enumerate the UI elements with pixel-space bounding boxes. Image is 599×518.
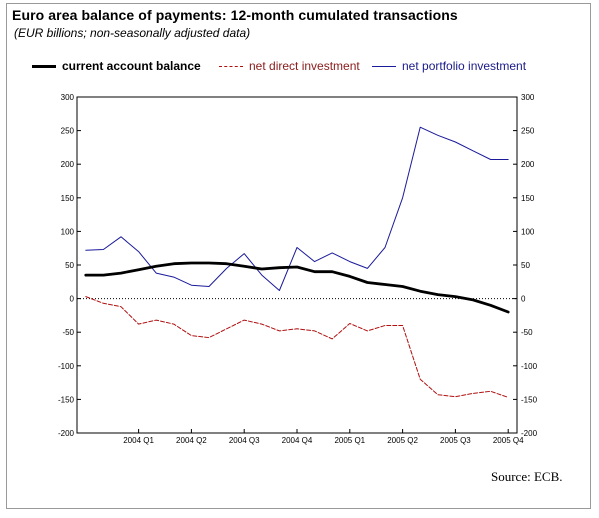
series-line-portfolio-investment [85, 126, 509, 291]
y-tick-label-right: 200 [521, 160, 535, 169]
legend-item-current-account: current account balance [32, 58, 201, 74]
legend-label-portfolio-investment: net portfolio investment [402, 59, 527, 73]
y-tick-label-right: 250 [521, 127, 535, 136]
y-tick-label-left: 150 [61, 194, 75, 203]
x-tick-label: 2004 Q4 [282, 436, 313, 445]
y-tick-label-left: 0 [70, 295, 75, 304]
y-tick-label-left: -150 [58, 395, 75, 404]
chart-frame [6, 3, 591, 509]
x-tick-label: 2004 Q3 [229, 436, 260, 445]
source-note: Source: ECB. [491, 469, 563, 484]
y-tick-label-left: 100 [61, 227, 75, 236]
y-tick-label-left: -100 [58, 362, 75, 371]
series-line-direct-investment [85, 296, 509, 398]
y-tick-label-right: -50 [521, 328, 533, 337]
x-tick-label: 2005 Q3 [440, 436, 471, 445]
y-tick-label-right: 150 [521, 194, 535, 203]
y-tick-label-right: 50 [521, 261, 530, 270]
x-tick-label: 2005 Q2 [387, 436, 418, 445]
y-tick-label-left: -50 [62, 328, 74, 337]
y-tick-label-right: 300 [521, 93, 535, 102]
y-tick-label-left: 50 [65, 261, 74, 270]
series-line-current-account [84, 261, 510, 314]
legend-label-current-account: current account balance [62, 59, 201, 73]
legend-swatch-portfolio-investment [372, 65, 396, 67]
legend-swatch-current-account [32, 64, 56, 68]
y-tick-label-right: -150 [521, 395, 538, 404]
y-axis-right: -200 -150 -100 -50 0 50 100 150 200 250 300 [513, 93, 538, 438]
series-lines [84, 126, 510, 398]
x-tick-label: 2004 Q1 [123, 436, 154, 445]
plot-area [76, 96, 518, 434]
chart-subtitle: (EUR billions; non-seasonally adjusted d… [14, 26, 251, 40]
x-tick-label: 2004 Q2 [176, 436, 207, 445]
x-axis: 2004 Q1 2004 Q2 2004 Q3 2004 Q4 2005 Q1 2005 … [123, 429, 524, 445]
y-tick-label-right: 0 [521, 295, 526, 304]
y-tick-label-left: 200 [61, 160, 75, 169]
chart-legend: current account balance net direct inves… [0, 58, 599, 74]
y-tick-label-left: 300 [61, 93, 75, 102]
chart-title: Euro area balance of payments: 12-month … [12, 7, 458, 23]
y-tick-label-left: -200 [58, 429, 75, 438]
legend-label-direct-investment: net direct investment [249, 59, 360, 73]
legend-item-direct-investment: net direct investment [219, 58, 360, 74]
y-tick-label-right: -100 [521, 362, 538, 371]
x-tick-label: 2005 Q4 [493, 436, 524, 445]
y-tick-label-left: 250 [61, 127, 75, 136]
legend-item-portfolio-investment: net portfolio investment [372, 58, 526, 74]
x-tick-label: 2005 Q1 [334, 436, 365, 445]
legend-swatch-direct-investment [219, 65, 243, 67]
y-tick-label-right: -200 [521, 429, 538, 438]
y-tick-label-right: 100 [521, 227, 535, 236]
y-axis-left: -200 -150 -100 -50 0 50 100 150 200 250 300 [58, 93, 81, 438]
